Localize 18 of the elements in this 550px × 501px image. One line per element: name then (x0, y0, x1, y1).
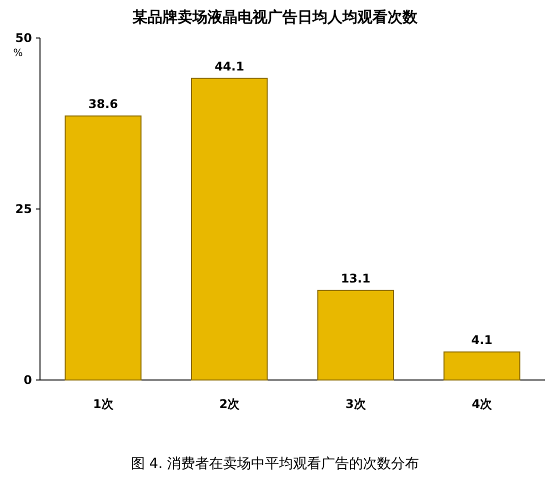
y-tick-label: 0 (24, 373, 32, 387)
bar (444, 351, 520, 380)
y-tick-label: 50 (15, 31, 32, 45)
data-label: 13.1 (340, 271, 370, 286)
bar (191, 78, 268, 380)
x-tick-label: 4次 (472, 397, 494, 411)
data-label: 4.1 (471, 332, 493, 347)
caption: 图 4. 消费者在卖场中平均观看广告的次数分布 (130, 456, 420, 472)
x-tick-label: 3次 (345, 397, 367, 411)
x-tick-label: 1次 (92, 397, 114, 411)
y-tick-label: 25 (15, 202, 32, 216)
y-axis-title: % (13, 48, 23, 59)
data-label: 44.1 (214, 59, 244, 74)
chart-title: 某品牌卖场液晶电视广告日均人均观看次数 (132, 8, 418, 26)
bar (64, 115, 142, 380)
data-label: 38.6 (88, 96, 118, 111)
x-tick-label: 2次 (219, 397, 241, 411)
bar (317, 290, 394, 380)
